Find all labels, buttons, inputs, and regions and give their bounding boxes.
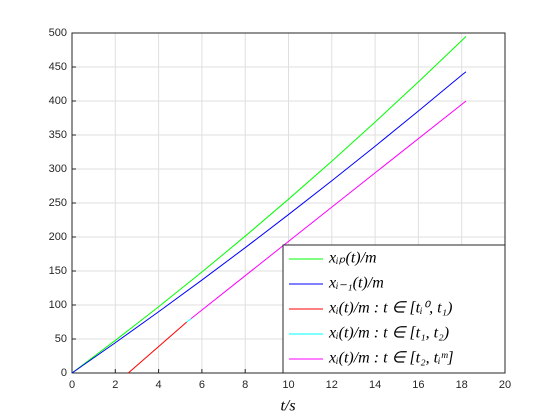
x-tick-label: 8 [242,379,248,391]
series-line [190,100,467,319]
y-tick-label: 250 [49,197,67,209]
x-tick-label: 14 [369,379,381,391]
x-tick-label: 16 [412,379,424,391]
series-line [186,318,192,323]
legend-label: xᵢₚ(t)/m [328,250,377,267]
legend-label: xᵢ(t)/m : t ∈ [tᵢ⁰, t₁) [328,300,452,317]
legend-label: xᵢ(t)/m : t ∈ [t₂, tᵢᵐ] [328,350,454,367]
series-line [71,36,467,374]
series-line [71,71,467,374]
y-tick-label: 100 [49,299,67,311]
x-tick-label: 20 [499,379,511,391]
y-tick-label: 50 [55,333,67,345]
y-tick-label: 0 [61,367,67,379]
x-tick-label: 12 [326,379,338,391]
x-tick-label: 6 [199,379,205,391]
x-tick-label: 10 [282,379,294,391]
legend-label: xᵢ₋₁(t)/m [328,275,384,292]
y-tick-label: 500 [49,27,67,39]
x-tick-label: 18 [456,379,468,391]
y-tick-label: 400 [49,95,67,107]
x-tick-label: 0 [69,379,75,391]
x-tick-label: 2 [112,379,118,391]
y-tick-label: 300 [49,163,67,175]
y-tick-label: 350 [49,129,67,141]
y-tick-label: 150 [49,265,67,277]
legend-label: xᵢ(t)/m : t ∈ [t₁, t₂) [328,325,449,342]
x-tick-label: 4 [156,379,162,391]
series-line [127,321,188,374]
y-tick-label: 200 [49,231,67,243]
y-tick-label: 450 [49,61,67,73]
x-axis-label: t/s [280,398,295,415]
